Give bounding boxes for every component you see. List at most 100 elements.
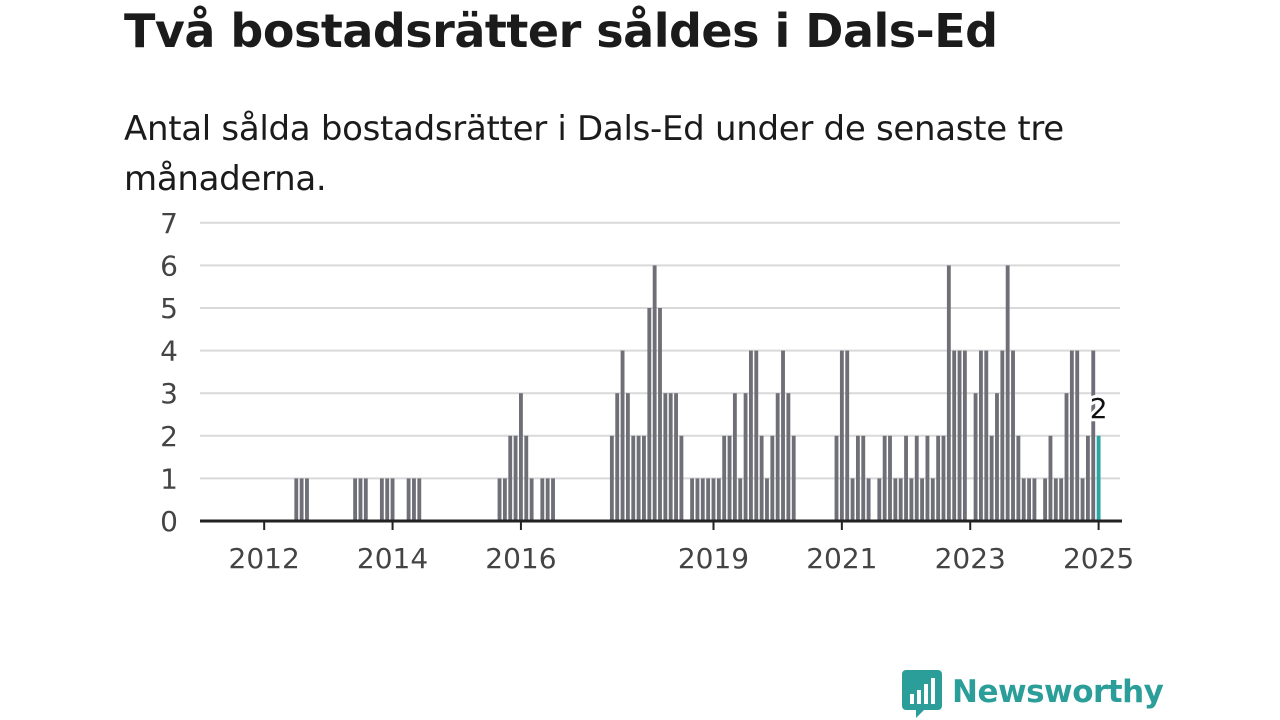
bar xyxy=(722,435,727,521)
bar xyxy=(1016,435,1021,521)
bar xyxy=(888,435,892,521)
bar xyxy=(609,435,614,521)
bar xyxy=(642,435,646,521)
x-tick-label: 2019 xyxy=(678,542,749,575)
bar xyxy=(647,308,652,521)
chart-bars xyxy=(294,265,1101,521)
bar xyxy=(502,478,507,521)
bar xyxy=(1000,350,1005,521)
bar xyxy=(979,350,983,521)
y-tick-label: 0 xyxy=(160,505,178,538)
bar xyxy=(834,435,839,521)
bar xyxy=(855,435,860,521)
bar xyxy=(973,393,978,521)
bar xyxy=(524,435,529,521)
bar xyxy=(995,393,999,521)
y-tick-label: 7 xyxy=(160,207,178,240)
bar xyxy=(379,478,384,521)
y-tick-label: 3 xyxy=(160,377,178,410)
bar xyxy=(631,435,636,521)
bar xyxy=(1064,393,1069,521)
bar xyxy=(513,435,518,521)
bar xyxy=(877,478,882,521)
bar xyxy=(930,478,935,521)
bar xyxy=(1075,350,1080,521)
bar xyxy=(1048,435,1053,521)
bar xyxy=(839,350,844,521)
bar xyxy=(925,435,930,521)
bar xyxy=(957,350,962,521)
bar xyxy=(406,478,411,521)
bar xyxy=(984,350,989,521)
bar xyxy=(898,478,903,521)
bar xyxy=(358,478,363,521)
bar xyxy=(861,435,866,521)
bar xyxy=(679,435,684,521)
bar xyxy=(294,478,299,521)
bar xyxy=(786,393,791,521)
bar xyxy=(850,478,855,521)
bar xyxy=(781,350,785,521)
x-tick-label: 2014 xyxy=(357,542,428,575)
bar xyxy=(508,435,513,521)
bar xyxy=(674,393,678,521)
y-tick-label: 1 xyxy=(160,462,178,495)
bar xyxy=(770,435,775,521)
bar xyxy=(663,393,668,521)
bar xyxy=(738,478,743,521)
bar xyxy=(540,478,545,521)
chart-subtitle: Antal sålda bostadsrätter i Dals-Ed unde… xyxy=(124,109,1064,199)
bar xyxy=(551,478,555,521)
bar xyxy=(866,478,871,521)
y-tick-label: 4 xyxy=(160,335,178,368)
bar xyxy=(620,350,625,521)
y-tick-label: 6 xyxy=(160,249,178,282)
bar xyxy=(946,265,951,521)
bar xyxy=(519,393,523,521)
bar xyxy=(390,478,395,521)
bar xyxy=(791,435,796,521)
bar xyxy=(625,393,630,521)
bar xyxy=(989,435,994,521)
bar xyxy=(658,308,662,521)
bar xyxy=(1005,265,1010,521)
y-tick-label: 2 xyxy=(160,420,178,453)
bar xyxy=(716,478,721,521)
bar xyxy=(936,435,941,521)
chart-axes: 0 1 2 3 4 5 6 7 2012 2014 2016 2019 2021 2023 2025 2 xyxy=(160,207,1134,575)
bar xyxy=(882,435,887,521)
bar xyxy=(845,350,850,521)
bar xyxy=(1011,350,1015,521)
chart-title: Två bostadsrätter såldes i Dals-Ed xyxy=(124,4,998,58)
bar xyxy=(904,435,908,521)
bar xyxy=(1027,478,1031,521)
bar xyxy=(952,350,957,521)
x-tick-label: 2021 xyxy=(806,542,877,575)
bar xyxy=(765,478,769,521)
bar xyxy=(417,478,422,521)
bar xyxy=(412,478,416,521)
newsworthy-logo[interactable]: Newsworthy xyxy=(902,670,1164,718)
x-tick-label: 2025 xyxy=(1063,542,1134,575)
bar xyxy=(1080,478,1085,521)
x-tick-label: 2023 xyxy=(935,542,1006,575)
bar xyxy=(668,393,673,521)
bar xyxy=(652,265,657,521)
highlight-bar xyxy=(1096,435,1101,521)
bar xyxy=(1085,435,1090,521)
bar xyxy=(941,435,946,521)
bar xyxy=(700,478,705,521)
x-tick-label: 2012 xyxy=(229,542,300,575)
bar xyxy=(732,393,737,521)
bar xyxy=(743,393,748,521)
bar xyxy=(759,435,764,521)
bar xyxy=(909,478,914,521)
bar xyxy=(1059,478,1064,521)
bar xyxy=(1043,478,1048,521)
bar xyxy=(1091,350,1096,521)
bar xyxy=(962,350,967,521)
bar xyxy=(706,478,711,521)
bar xyxy=(695,478,700,521)
bar xyxy=(299,478,304,521)
